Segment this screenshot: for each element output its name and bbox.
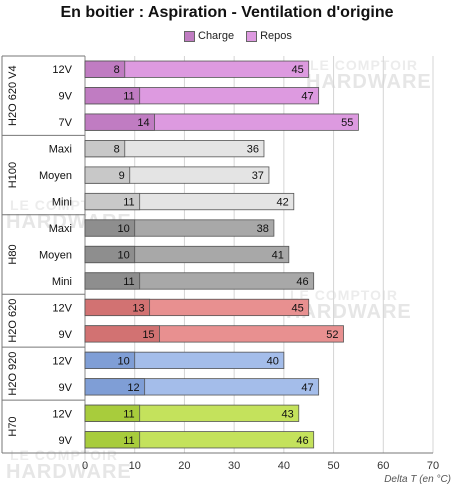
data-label-repos: 38 <box>257 223 269 235</box>
data-label-repos: 42 <box>277 197 289 209</box>
chart-title: En boitier : Aspiration - Ventilation d'… <box>60 4 394 21</box>
x-axis-label: Delta T (en °C) <box>384 474 451 485</box>
bar-charge <box>84 351 136 369</box>
category-label: 9V <box>59 435 73 447</box>
x-tick-label: 10 <box>129 460 141 472</box>
data-label-repos: 52 <box>326 329 338 341</box>
bar-charge <box>84 404 141 422</box>
category-label: Moyen <box>39 250 72 262</box>
data-label-repos: 36 <box>247 144 259 156</box>
bar-charge <box>84 245 136 264</box>
watermark-line2: HARDWARE <box>306 71 432 93</box>
group-label: H100 <box>7 162 19 188</box>
data-label-repos: 47 <box>301 382 313 394</box>
watermark-line1: LE COMPTOIR <box>290 287 398 303</box>
category-label: 12V <box>52 355 72 367</box>
bar-charge <box>84 272 141 290</box>
category-label: 12V <box>52 64 72 76</box>
bar-charge <box>84 87 141 105</box>
bar-charge <box>84 140 126 158</box>
category-label: 9V <box>59 329 73 341</box>
data-label-charge: 13 <box>132 302 144 314</box>
category-label: Mini <box>52 276 72 288</box>
legend-swatch-charge <box>184 30 195 42</box>
data-label-repos: 46 <box>296 276 308 288</box>
group-label: H2O 620 V4 <box>7 65 19 126</box>
data-label-charge: 10 <box>117 223 129 235</box>
data-label-charge: 14 <box>137 117 149 129</box>
bar-charge <box>84 166 131 184</box>
x-tick-label: 0 <box>82 460 88 472</box>
bar-charge <box>84 298 151 317</box>
bar-charge <box>84 378 146 396</box>
bar-charge <box>84 431 141 449</box>
watermark-line2: HARDWARE <box>286 301 412 323</box>
x-tick-label: 50 <box>327 460 339 472</box>
group-label: H2O 620 <box>7 299 19 343</box>
category-label: Moyen <box>39 170 72 182</box>
data-label-repos: 55 <box>341 117 353 129</box>
group-label: H2O 920 <box>7 352 19 396</box>
legend-label-repos: Repos <box>260 30 292 42</box>
watermark-line1: LE COMPTOIR <box>310 57 418 73</box>
bar-charge <box>84 60 126 78</box>
data-label-repos: 37 <box>252 170 264 182</box>
x-tick-label: 40 <box>278 460 290 472</box>
legend-label-charge: Charge <box>198 30 235 42</box>
data-label-repos: 45 <box>291 64 303 76</box>
data-label-charge: 11 <box>123 276 134 288</box>
data-label-charge: 11 <box>123 435 134 447</box>
category-label: 9V <box>59 91 73 103</box>
category-label: 9V <box>59 382 73 394</box>
category-label: Maxi <box>49 144 72 156</box>
data-label-charge: 11 <box>123 408 134 420</box>
watermark-line1: LE COMPTOIR <box>10 447 118 463</box>
category-label: Maxi <box>49 223 72 235</box>
group-label: H70 <box>7 416 19 436</box>
bar-charge <box>84 325 160 343</box>
x-tick-label: 20 <box>178 460 190 472</box>
data-label-repos: 45 <box>291 302 303 314</box>
data-label-charge: 11 <box>123 91 134 103</box>
data-label-repos: 46 <box>296 435 308 447</box>
data-label-charge: 8 <box>114 64 120 76</box>
group-label: H80 <box>7 244 19 264</box>
data-label-charge: 9 <box>119 170 125 182</box>
x-tick-label: 70 <box>427 460 439 472</box>
data-label-charge: 8 <box>114 144 120 156</box>
bar-charge <box>84 219 136 237</box>
data-label-charge: 10 <box>117 355 129 367</box>
x-tick-label: 60 <box>377 460 389 472</box>
data-label-charge: 11 <box>123 197 134 209</box>
legend-swatch-repos <box>246 30 258 42</box>
bar-charge <box>84 192 141 211</box>
legend-item-repos: Repos <box>246 30 292 42</box>
x-tick-label: 30 <box>228 460 240 472</box>
data-label-repos: 41 <box>272 250 284 262</box>
data-label-charge: 15 <box>142 329 154 341</box>
category-label: Mini <box>52 197 72 209</box>
legend-item-charge: Charge <box>184 30 234 42</box>
data-label-charge: 12 <box>127 382 139 394</box>
legend: Charge Repos <box>184 29 292 43</box>
bar-charge <box>84 113 155 131</box>
category-label: 12V <box>52 302 72 314</box>
data-label-repos: 43 <box>282 408 294 420</box>
category-label: 12V <box>52 408 72 420</box>
data-label-repos: 40 <box>267 355 279 367</box>
data-label-charge: 10 <box>117 250 129 262</box>
category-label: 7V <box>59 117 73 129</box>
watermark-line2: HARDWARE <box>6 461 132 483</box>
data-label-repos: 47 <box>301 91 313 103</box>
